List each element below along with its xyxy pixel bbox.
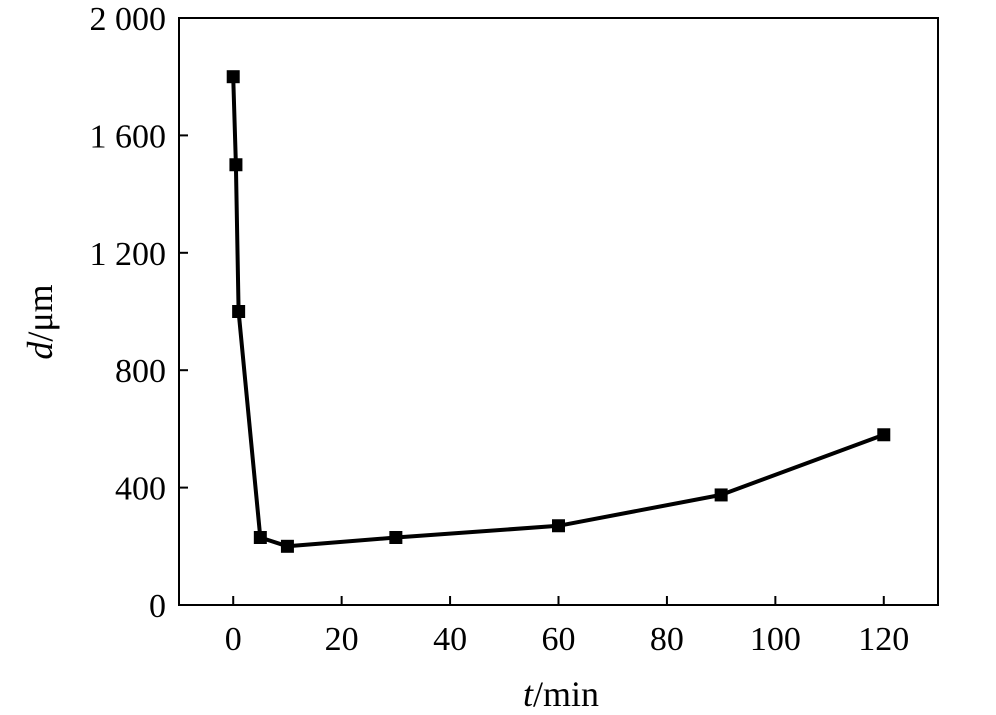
data-point bbox=[253, 530, 267, 544]
y-tick-label: 400 bbox=[115, 471, 166, 508]
y-axis-label: d/μm bbox=[20, 284, 60, 359]
x-tick-label: 80 bbox=[650, 621, 684, 658]
data-point bbox=[226, 70, 240, 84]
series-line bbox=[231, 76, 885, 549]
data-point bbox=[714, 488, 728, 502]
y-tick-label: 1 200 bbox=[90, 236, 167, 273]
y-axis-variable: d bbox=[20, 341, 60, 360]
y-axis-unit: /μm bbox=[20, 284, 60, 341]
plot-frame bbox=[178, 17, 939, 606]
y-tick-label: 800 bbox=[115, 353, 166, 390]
x-tick-label: 0 bbox=[225, 621, 242, 658]
y-tick-label: 0 bbox=[149, 588, 166, 625]
axes bbox=[178, 17, 939, 606]
data-point bbox=[389, 530, 403, 544]
x-axis-unit: /min bbox=[533, 674, 599, 714]
x-axis-variable: t bbox=[523, 674, 534, 714]
data-point bbox=[232, 305, 246, 318]
data-point bbox=[877, 428, 891, 442]
data-series bbox=[226, 70, 891, 553]
x-tick-label: 40 bbox=[433, 621, 467, 658]
data-point bbox=[552, 519, 565, 533]
data-point bbox=[280, 539, 294, 553]
y-tick-label: 1 600 bbox=[90, 118, 167, 155]
y-tick-label: 2 000 bbox=[90, 1, 167, 38]
data-point bbox=[229, 158, 243, 172]
x-tick-label: 100 bbox=[750, 621, 801, 658]
x-tick-label: 20 bbox=[325, 621, 359, 658]
x-tick-label: 120 bbox=[858, 621, 909, 658]
x-tick-label: 60 bbox=[542, 621, 576, 658]
x-axis-label: t/min bbox=[523, 674, 599, 714]
